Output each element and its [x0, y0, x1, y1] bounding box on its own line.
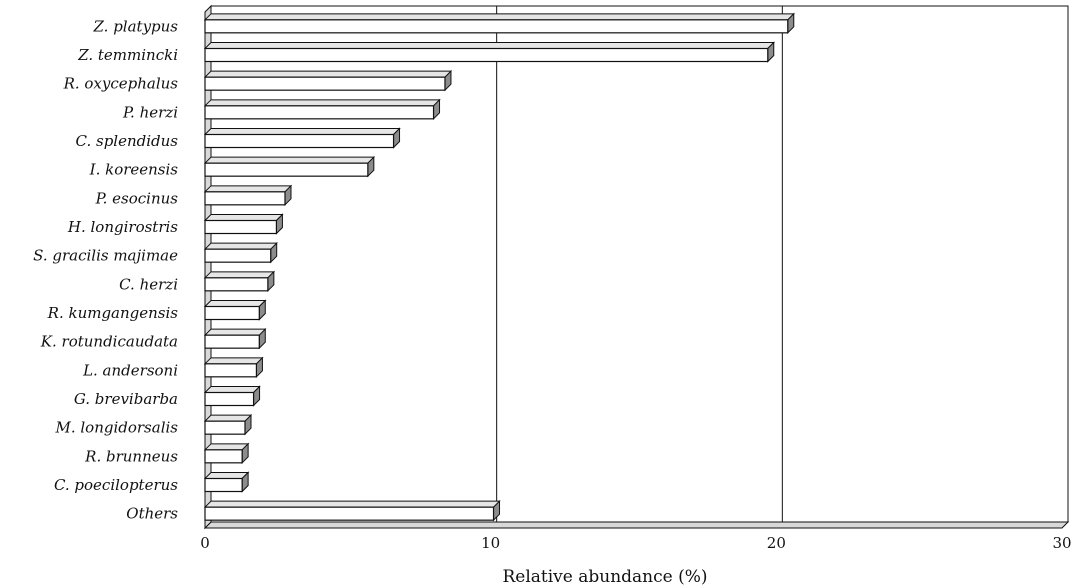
bar-top: [203, 128, 401, 135]
category-label: I. koreensis: [89, 161, 179, 179]
bar: [203, 499, 501, 522]
bar-top: [203, 472, 250, 479]
x-tick-label: 10: [481, 534, 500, 552]
category-label: S. gracilis majimae: [33, 247, 178, 265]
tick-labels: 0 10 20 30: [200, 534, 1071, 552]
bar-top: [203, 300, 267, 307]
bar: [203, 184, 293, 207]
bar: [203, 270, 276, 293]
category-labels: Z. platypus Z. temmincki R. oxycephalus P. …: [33, 17, 178, 522]
category-label: C. splendidus: [76, 132, 179, 150]
category-label: C. poecilopterus: [54, 476, 178, 494]
bar-front: [204, 477, 243, 493]
x-axis-title: Relative abundance (%): [502, 567, 707, 587]
bar-front: [204, 219, 278, 235]
category-label: P. esocinus: [95, 189, 179, 207]
bar: [203, 327, 267, 350]
bar: [203, 442, 250, 465]
bar-front: [204, 363, 258, 378]
bar-front: [204, 334, 260, 349]
x-tick-label: 0: [200, 534, 210, 552]
bar: [203, 471, 250, 493]
bar-top: [203, 386, 261, 393]
bar-front: [204, 420, 246, 435]
bar-front: [204, 162, 369, 177]
bar-front: [204, 133, 395, 149]
bar: [203, 299, 267, 321]
bar-front: [204, 19, 789, 34]
bar: [203, 98, 441, 121]
category-label: K. rotundicaudata: [40, 333, 178, 351]
bar-front: [204, 305, 260, 321]
bar-top: [203, 328, 267, 336]
bar: [203, 385, 261, 407]
bar-top: [203, 357, 264, 365]
bar-front: [204, 391, 255, 407]
category-label: Z. platypus: [93, 17, 179, 35]
bar: [203, 213, 284, 235]
bar: [203, 69, 453, 92]
category-label: R. oxycephalus: [63, 75, 179, 93]
bar-top: [203, 242, 278, 250]
bar-top: [203, 13, 795, 21]
bar: [203, 241, 278, 264]
bar-top: [203, 156, 376, 164]
bar-top: [203, 42, 775, 49]
floor: [203, 521, 1070, 529]
bar-top: [203, 414, 253, 422]
bar: [203, 41, 775, 63]
category-label: R. brunneus: [84, 447, 178, 465]
bar-top: [203, 70, 453, 78]
bar-front: [204, 191, 286, 206]
category-label: G. brevibarba: [74, 390, 178, 408]
bar-top: [203, 214, 284, 221]
category-label: C. herzi: [119, 275, 178, 293]
bar-front: [204, 506, 495, 521]
bar: [203, 127, 401, 149]
bar-top: [203, 500, 501, 508]
x-tick-label: 30: [1052, 534, 1071, 552]
bar: [203, 12, 795, 35]
bar: [203, 413, 253, 436]
category-label: P. herzi: [122, 103, 178, 121]
bar-top: [203, 443, 250, 451]
bar-top: [203, 99, 441, 107]
bar: [203, 155, 376, 178]
bar-top: [203, 185, 293, 193]
bar-front: [204, 47, 769, 63]
category-label: L. andersoni: [82, 361, 178, 379]
bar-front: [204, 277, 269, 292]
category-label: Z. temmincki: [77, 46, 178, 64]
category-label: Others: [126, 505, 178, 523]
bar-front: [204, 248, 272, 263]
bar-top: [203, 271, 276, 279]
bars: [203, 12, 795, 522]
gridlines: [496, 6, 783, 522]
category-label: R. kumgangensis: [47, 304, 179, 322]
category-label: H. longirostris: [67, 218, 178, 236]
x-tick-label: 20: [767, 534, 786, 552]
bar-front: [204, 76, 446, 91]
category-label: M. longidorsalis: [54, 419, 178, 437]
bar-front: [204, 449, 243, 464]
bar-front: [204, 105, 435, 120]
bar: [203, 356, 264, 379]
